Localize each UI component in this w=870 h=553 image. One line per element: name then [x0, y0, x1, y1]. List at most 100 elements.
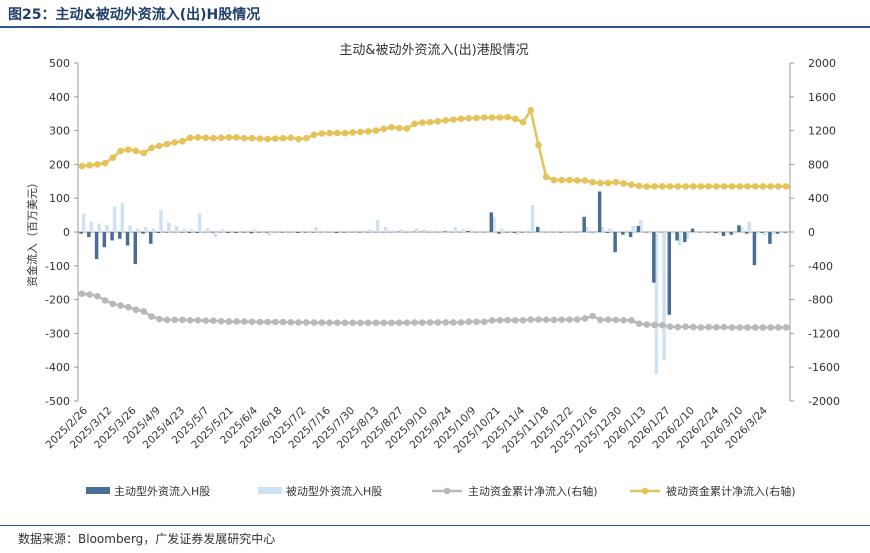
active-cumulative-point: [326, 319, 333, 326]
active-bar: [396, 231, 401, 233]
active-bar: [249, 232, 254, 234]
active-bar: [574, 232, 579, 233]
active-bar: [419, 231, 424, 233]
legend-label-2: 被动型外资流入H股: [286, 484, 382, 498]
active-cumulative-point: [403, 319, 411, 326]
passive-cumulative-point: [604, 179, 612, 187]
active-bar: [210, 232, 215, 233]
active-cumulative-point: [620, 317, 627, 324]
active-bar: [683, 232, 687, 243]
active-cumulative-point: [651, 321, 658, 329]
active-cumulative-point: [186, 317, 194, 324]
passive-bar: [174, 225, 179, 232]
passive-cumulative-point: [310, 131, 318, 139]
passive-cumulative-point: [303, 134, 310, 142]
legend-swatch-2: [258, 487, 282, 494]
legend-label-4: 被动资金累计净流入(右轴): [666, 484, 796, 498]
passive-bar: [561, 230, 566, 232]
active-cumulative-point: [78, 290, 86, 297]
active-bar: [551, 232, 555, 233]
passive-bar: [778, 232, 782, 234]
active-bar: [156, 232, 161, 234]
active-cumulative-point: [759, 324, 767, 331]
top-rule: [0, 26, 870, 28]
active-bar: [373, 232, 377, 233]
active-bar: [443, 231, 447, 232]
passive-cumulative-point: [179, 137, 186, 145]
active-bar: [118, 232, 122, 239]
active-cumulative-point: [217, 317, 225, 325]
active-cumulative-point: [604, 316, 612, 323]
active-cumulative-point: [357, 319, 364, 327]
passive-cumulative-point: [728, 183, 736, 190]
legend-marker-4: [641, 487, 649, 495]
passive-bar: [375, 220, 380, 232]
active-cumulative-point: [566, 316, 573, 323]
active-cumulative-point: [248, 318, 256, 326]
passive-bar: [112, 206, 117, 232]
active-cumulative-point: [736, 324, 743, 331]
passive-cumulative-point: [333, 129, 341, 137]
passive-bar: [81, 213, 86, 232]
active-bar: [87, 232, 91, 238]
passive-bar: [724, 232, 728, 234]
passive-bar: [89, 221, 94, 232]
passive-cumulative-point: [736, 183, 743, 190]
passive-bar: [105, 225, 109, 232]
active-bar: [288, 232, 292, 233]
right-tick-label: 400: [808, 192, 829, 205]
passive-cumulative-point: [597, 179, 604, 187]
passive-bar: [499, 228, 504, 232]
passive-bar: [252, 229, 256, 232]
passive-cumulative-point: [542, 173, 550, 181]
active-cumulative-point: [550, 316, 558, 324]
active-cumulative-point: [125, 303, 132, 311]
passive-cumulative-point: [364, 128, 372, 135]
passive-bar: [128, 225, 132, 232]
passive-bar: [329, 230, 334, 232]
active-cumulative-point: [279, 318, 287, 326]
passive-bar: [445, 230, 450, 232]
passive-cumulative-point: [775, 183, 782, 190]
passive-bar: [205, 227, 210, 232]
active-bar: [559, 232, 563, 233]
active-bar: [466, 230, 470, 232]
active-bar: [303, 232, 308, 233]
active-cumulative-point: [86, 291, 93, 298]
passive-cumulative-point: [535, 141, 542, 149]
active-cumulative-point: [388, 319, 395, 327]
active-cumulative-point: [117, 302, 124, 309]
active-bar: [327, 232, 331, 233]
active-cumulative-point: [720, 323, 728, 331]
passive-cumulative-point: [341, 129, 349, 137]
right-tick-label: -400: [808, 260, 833, 273]
passive-cumulative-point: [720, 183, 728, 190]
passive-bar: [136, 228, 140, 232]
active-bar: [179, 232, 184, 233]
active-cumulative-point: [643, 321, 651, 328]
active-bar: [172, 232, 176, 233]
passive-cumulative-point: [210, 134, 217, 142]
passive-cumulative-point: [163, 140, 171, 148]
left-tick-label: -300: [45, 327, 70, 340]
passive-cumulative-point: [628, 181, 635, 188]
passive-cumulative-point: [488, 114, 496, 121]
passive-cumulative-point: [225, 134, 233, 141]
passive-cumulative-point: [202, 134, 209, 142]
active-cumulative-point: [511, 317, 519, 324]
passive-cumulative-point: [713, 183, 720, 190]
passive-bar: [182, 228, 186, 232]
passive-bar: [786, 232, 790, 234]
active-cumulative-point: [519, 317, 527, 324]
right-tick-label: -800: [808, 294, 833, 307]
active-cumulative-point: [295, 319, 302, 326]
active-bar: [481, 232, 486, 233]
passive-bar: [244, 230, 248, 232]
passive-cumulative-point: [566, 176, 573, 184]
active-cumulative-point: [264, 318, 271, 326]
active-bar: [783, 232, 788, 233]
passive-cumulative-point: [272, 135, 279, 142]
active-bar: [79, 232, 83, 234]
passive-bar: [577, 232, 581, 234]
active-bar: [412, 231, 416, 233]
